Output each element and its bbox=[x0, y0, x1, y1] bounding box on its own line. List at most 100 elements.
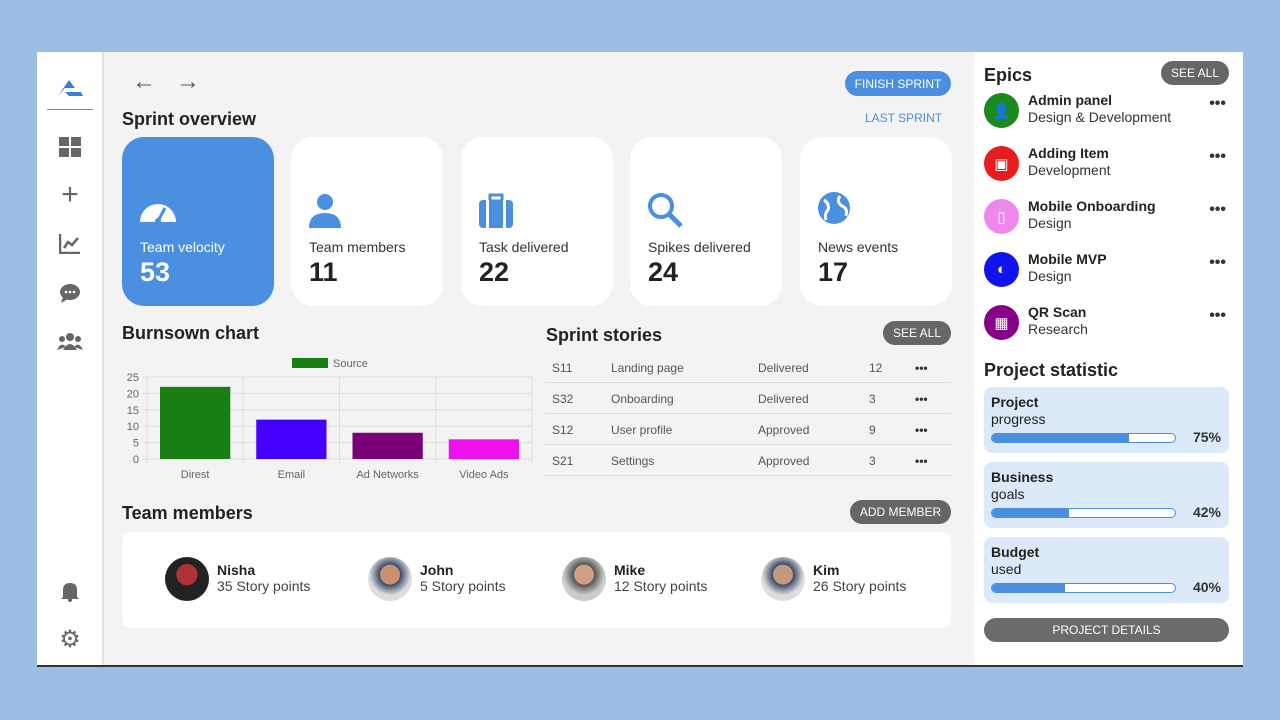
y-tick-label: 25 bbox=[127, 372, 139, 384]
story-row[interactable]: S32 Onboarding Delivered 3 ••• bbox=[545, 383, 951, 414]
epic-icon: 👤 bbox=[984, 93, 1019, 128]
card-value: 22 bbox=[479, 257, 510, 287]
member-points: 5 Story points bbox=[420, 578, 506, 594]
epic-item[interactable]: ▦ QR Scan Research ••• bbox=[984, 301, 1234, 345]
stat-card: Project progress 75% bbox=[984, 387, 1229, 453]
forward-arrow-icon[interactable]: → bbox=[176, 68, 200, 95]
add-member-button[interactable]: ADD MEMBER bbox=[850, 500, 951, 524]
epic-item[interactable]: ▣ Adding Item Development ••• bbox=[984, 142, 1234, 186]
epics-see-all-button[interactable]: SEE ALL bbox=[1161, 61, 1229, 85]
avatar bbox=[165, 557, 209, 601]
logo-icon bbox=[55, 74, 85, 100]
story-name: Onboarding bbox=[611, 392, 674, 406]
project-details-button[interactable]: PROJECT DETAILS bbox=[984, 618, 1229, 642]
stat-label: Budget used bbox=[991, 544, 1040, 577]
story-name: Settings bbox=[611, 454, 655, 468]
member-kim[interactable]: Kim 26 Story points bbox=[761, 557, 906, 601]
member-nisha[interactable]: Nisha 35 Story points bbox=[165, 557, 310, 601]
story-points: 9 bbox=[869, 423, 876, 437]
stat-card: Business goals 42% bbox=[984, 462, 1229, 528]
more-icon[interactable]: ••• bbox=[1209, 201, 1226, 218]
person-icon bbox=[307, 192, 347, 232]
chat-icon[interactable] bbox=[57, 280, 83, 306]
overview-card-team-velocity[interactable]: Team velocity 53 bbox=[122, 137, 274, 306]
overview-card-spikes-delivered[interactable]: Spikes delivered 24 bbox=[630, 137, 782, 306]
card-label: Task delivered bbox=[479, 239, 569, 255]
more-icon[interactable]: ••• bbox=[1209, 307, 1226, 324]
avatar bbox=[761, 557, 805, 601]
story-row[interactable]: S12 User profile Approved 9 ••• bbox=[545, 414, 951, 445]
story-id: S11 bbox=[552, 361, 573, 375]
chart-icon[interactable] bbox=[57, 231, 83, 257]
card-value: 17 bbox=[818, 257, 849, 287]
epic-name: QR Scan bbox=[1028, 304, 1087, 320]
stat-card: Budget used 40% bbox=[984, 537, 1229, 603]
finish-sprint-button[interactable]: FINISH SPRINT bbox=[845, 71, 951, 96]
bar-email bbox=[256, 419, 327, 459]
settings-icon[interactable]: ⚙ bbox=[59, 625, 81, 653]
back-arrow-icon[interactable]: ← bbox=[132, 68, 156, 95]
sidebar: + ⚙ bbox=[37, 52, 104, 665]
right-panel: Epics SEE ALL 👤 Admin panel Design & Devel… bbox=[974, 52, 1243, 665]
divider bbox=[47, 109, 93, 110]
bell-icon[interactable] bbox=[57, 578, 83, 604]
member-points: 12 Story points bbox=[614, 578, 708, 594]
dashboard-icon[interactable] bbox=[57, 134, 83, 160]
speedometer-icon bbox=[138, 192, 178, 232]
bar-direst bbox=[160, 386, 231, 459]
epic-icon: ▣ bbox=[984, 146, 1019, 181]
progress-fill bbox=[992, 584, 1066, 592]
story-row[interactable]: S11 Landing page Delivered 12 ••• bbox=[545, 352, 951, 383]
x-tick-label: Email bbox=[278, 469, 306, 481]
more-icon[interactable]: ••• bbox=[1209, 95, 1226, 112]
y-tick-label: 15 bbox=[127, 405, 139, 417]
app-window: + ⚙ ← → FINISH SPRINT Sprint overview LA… bbox=[37, 52, 1243, 667]
x-tick-label: Video Ads bbox=[459, 469, 509, 481]
member-name: John bbox=[420, 562, 454, 578]
more-icon[interactable]: ••• bbox=[915, 361, 928, 375]
epic-icon: ◐ bbox=[984, 252, 1019, 287]
epic-name: Mobile Onboarding bbox=[1028, 198, 1156, 214]
stories-see-all-button[interactable]: SEE ALL bbox=[883, 321, 951, 345]
stat-percent: 42% bbox=[1192, 504, 1221, 520]
overview-card-team-members[interactable]: Team members 11 bbox=[291, 137, 443, 306]
overview-card-news-events[interactable]: News events 17 bbox=[800, 137, 952, 306]
more-icon[interactable]: ••• bbox=[915, 454, 928, 468]
legend-label: Source bbox=[333, 358, 368, 370]
sprint-stories-title: Sprint stories bbox=[546, 325, 663, 345]
stat-percent: 75% bbox=[1192, 429, 1221, 445]
member-points: 26 Story points bbox=[813, 578, 907, 594]
stat-percent: 40% bbox=[1192, 579, 1221, 595]
epic-category: Design bbox=[1028, 215, 1072, 231]
epic-item[interactable]: ▯ Mobile Onboarding Design ••• bbox=[984, 195, 1234, 239]
epic-category: Design bbox=[1028, 268, 1072, 284]
epic-item[interactable]: ◐ Mobile MVP Design ••• bbox=[984, 248, 1234, 292]
card-value: 24 bbox=[648, 257, 679, 287]
last-sprint-link[interactable]: LAST SPRINT bbox=[865, 111, 943, 125]
more-icon[interactable]: ••• bbox=[1209, 148, 1226, 165]
team-icon[interactable] bbox=[57, 328, 83, 354]
more-icon[interactable]: ••• bbox=[915, 392, 928, 406]
more-icon[interactable]: ••• bbox=[915, 423, 928, 437]
story-status: Approved bbox=[758, 454, 810, 468]
avatar bbox=[562, 557, 606, 601]
progress-bar bbox=[991, 433, 1176, 443]
member-mike[interactable]: Mike 12 Story points bbox=[562, 557, 707, 601]
more-icon[interactable]: ••• bbox=[1209, 254, 1226, 271]
team-members-title: Team members bbox=[122, 503, 253, 523]
y-tick-label: 10 bbox=[127, 421, 139, 433]
team-members-panel: Nisha 35 Story points John 5 Story points … bbox=[122, 532, 951, 628]
project-statistic-title: Project statistic bbox=[984, 360, 1119, 380]
legend-swatch bbox=[292, 358, 328, 368]
add-icon[interactable]: + bbox=[61, 178, 79, 211]
epic-category: Research bbox=[1028, 321, 1088, 337]
epic-icon: ▯ bbox=[984, 199, 1019, 234]
story-row[interactable]: S21 Settings Approved 3 ••• bbox=[545, 445, 951, 476]
stat-label: Business goals bbox=[991, 469, 1054, 502]
briefcase-icon bbox=[477, 192, 517, 232]
bar-video-ads bbox=[448, 439, 519, 459]
member-john[interactable]: John 5 Story points bbox=[368, 557, 506, 601]
search-icon bbox=[646, 192, 686, 232]
epic-item[interactable]: 👤 Admin panel Design & Development ••• bbox=[984, 89, 1234, 133]
overview-card-task-delivered[interactable]: Task delivered 22 bbox=[461, 137, 613, 306]
